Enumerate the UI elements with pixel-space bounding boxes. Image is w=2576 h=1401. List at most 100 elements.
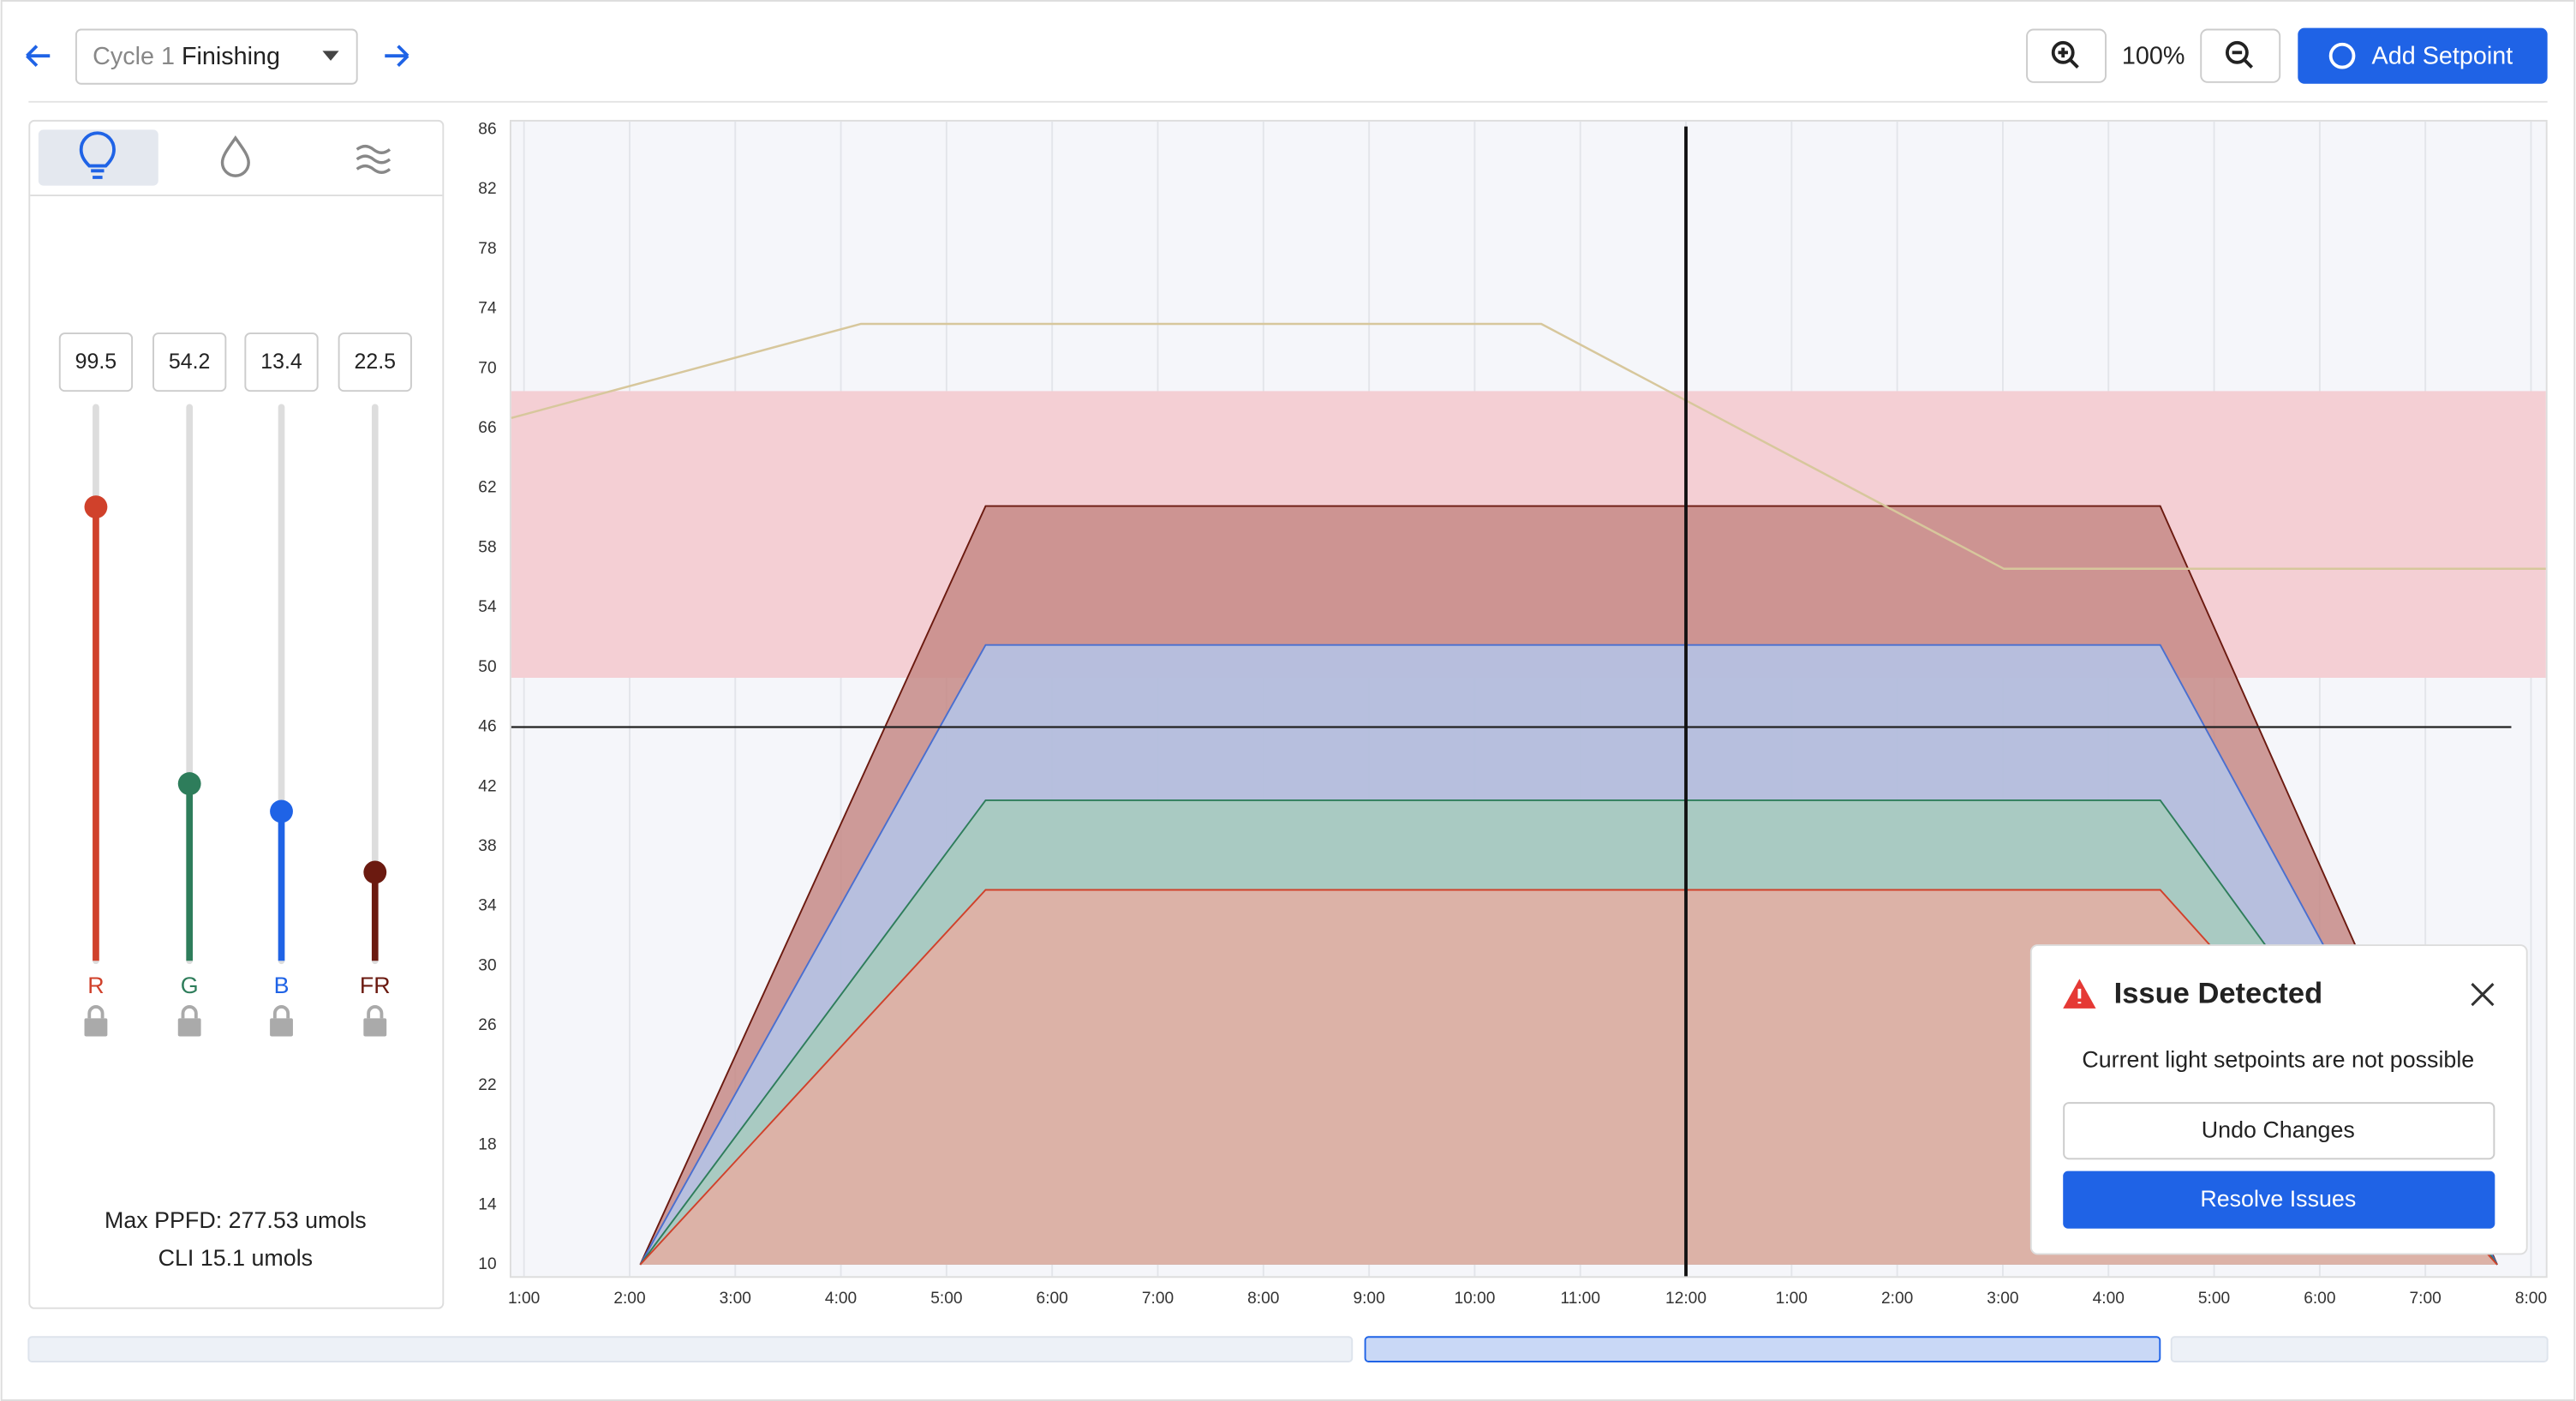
cycle-prefix: Cycle 1 [93, 43, 175, 70]
x-tick-label: 4:00 [825, 1290, 857, 1308]
zoom-out-button[interactable] [2200, 28, 2281, 83]
x-tick-label: 6:00 [2304, 1290, 2335, 1308]
bulb-icon [79, 131, 116, 179]
x-tick-label: 1:00 [508, 1290, 540, 1308]
x-tick-label: 5:00 [2198, 1290, 2230, 1308]
lock-icon [367, 1005, 384, 1019]
light-tab[interactable] [38, 129, 158, 186]
x-tick-label: 6:00 [1037, 1290, 1068, 1308]
x-tick-label: 11:00 [1560, 1290, 1600, 1308]
undo-label: Undo Changes [2202, 1117, 2355, 1143]
slider-label: FR [360, 973, 391, 998]
lock-icon [177, 1018, 201, 1037]
resolve-button[interactable] [2063, 1170, 2495, 1229]
slider-value: 13.4 [260, 350, 302, 374]
y-tick-label: 54 [478, 598, 497, 616]
x-tick-label: 9:00 [1353, 1290, 1384, 1308]
resolve-label: Resolve Issues [2200, 1186, 2356, 1212]
close-button[interactable] [2471, 983, 2495, 1007]
y-tick-label: 74 [478, 300, 497, 318]
y-tick-label: 82 [478, 180, 496, 198]
ppfd-value: 277.53 umols [229, 1207, 367, 1233]
air-tab[interactable] [356, 144, 391, 174]
x-tick-label: 2:00 [1881, 1290, 1913, 1308]
slider-value: 54.2 [169, 350, 210, 374]
x-tick-label: 8:00 [2515, 1290, 2547, 1308]
zoom-in-button[interactable] [2026, 28, 2107, 83]
slider-knob[interactable] [84, 495, 108, 519]
value-box [338, 332, 412, 392]
x-tick-label: 7:00 [2410, 1290, 2442, 1308]
setpoint-line [511, 322, 2546, 571]
slider-label: R [87, 973, 104, 998]
zoom-level: 100% [2122, 43, 2185, 70]
undo-button[interactable] [2063, 1102, 2495, 1160]
zoom-in-icon [2058, 47, 2079, 69]
slider-label: B [274, 973, 290, 998]
zoom-in-icon [2051, 40, 2075, 64]
slider-knob[interactable] [177, 772, 201, 796]
lock-icon [84, 1018, 108, 1037]
y-tick-label: 66 [478, 419, 496, 437]
add-setpoint-label: Add Setpoint [2372, 43, 2513, 70]
lock-icon [87, 1005, 105, 1019]
y-tick-label: 58 [478, 538, 496, 556]
lock-icon [270, 1018, 293, 1037]
slider-value: 99.5 [75, 350, 117, 374]
dropdown-caret [322, 51, 339, 61]
y-tick-label: 38 [478, 837, 496, 855]
y-tick-label: 86 [478, 120, 496, 138]
y-tick-label: 46 [478, 718, 496, 736]
x-tick-label: 12:00 [1665, 1290, 1706, 1308]
cli-label: CLI [158, 1245, 194, 1271]
y-tick-label: 78 [478, 240, 496, 258]
dialog-message: Current light setpoints are not possible [2082, 1046, 2474, 1072]
x-tick-label: 10:00 [1454, 1290, 1495, 1308]
slider-knob[interactable] [363, 860, 387, 884]
slider-label: G [181, 973, 199, 998]
ppfd-line: Max PPFD: 277.53 umols [105, 1207, 367, 1233]
x-tick-label: 4:00 [2093, 1290, 2125, 1308]
x-tick-label: 3:00 [1987, 1290, 2018, 1308]
water-tab[interactable] [220, 135, 250, 177]
add-setpoint-button[interactable] [2298, 27, 2548, 84]
value-box [58, 332, 134, 392]
cli-line: CLI 15.1 umols [158, 1245, 313, 1271]
cycle-select-text: Cycle 1 Finishing [93, 43, 280, 70]
x-tick-label: 8:00 [1247, 1290, 1279, 1308]
x-tick-label: 3:00 [720, 1290, 751, 1308]
value-box [152, 332, 227, 392]
x-tick-label: 5:00 [930, 1290, 962, 1308]
y-tick-label: 62 [478, 479, 496, 497]
prev-arrow[interactable] [26, 45, 51, 68]
slider-knob[interactable] [270, 799, 293, 823]
scroll-track[interactable] [27, 1336, 1354, 1362]
y-tick-label: 42 [478, 777, 496, 795]
x-tick-label: 7:00 [1142, 1290, 1174, 1308]
area-outline [639, 505, 2498, 1266]
value-box [244, 332, 319, 392]
cycle-select[interactable] [75, 28, 358, 85]
y-tick-label: 18 [478, 1136, 496, 1154]
cli-value: 15.1 umols [200, 1245, 313, 1271]
next-arrow[interactable] [385, 45, 409, 68]
y-tick-label: 22 [478, 1076, 496, 1094]
slider-panel [28, 119, 445, 1309]
lock-icon [363, 1018, 387, 1037]
y-tick-label: 30 [478, 956, 496, 974]
x-tick-label: 1:00 [1776, 1290, 1808, 1308]
zoom-out-icon [2225, 40, 2249, 64]
lock-icon [181, 1005, 198, 1019]
zoom-out-icon [2232, 51, 2253, 69]
scroll-thumb[interactable] [1364, 1336, 2161, 1362]
sliders: 99.5 R 54.2 G 13.4 B 22.5 FR [58, 332, 412, 1037]
y-tick-label: 70 [478, 359, 496, 377]
scroll-track[interactable] [2170, 1336, 2549, 1362]
y-tick-label: 26 [478, 1016, 496, 1034]
ppfd-label: Max PPFD: [105, 1207, 222, 1233]
y-tick-label: 14 [478, 1195, 497, 1213]
dialog-title: Issue Detected [2114, 978, 2323, 1010]
x-tick-label: 2:00 [613, 1290, 645, 1308]
